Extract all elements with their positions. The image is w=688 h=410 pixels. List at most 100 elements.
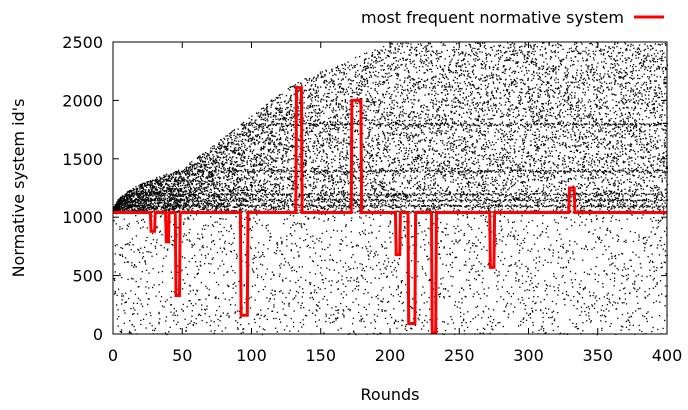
scatter-point	[121, 205, 123, 207]
scatter-point	[228, 242, 230, 244]
scatter-point	[285, 124, 288, 127]
scatter-point	[124, 199, 126, 202]
scatter-point	[253, 143, 256, 145]
scatter-point	[305, 89, 307, 92]
scatter-point	[172, 209, 174, 211]
scatter-point	[230, 243, 232, 246]
scatter-point	[299, 209, 301, 211]
scatter-point	[239, 317, 241, 319]
scatter-point	[120, 200, 122, 202]
scatter-point	[254, 171, 256, 173]
scatter-point	[275, 115, 277, 117]
scatter-point	[212, 145, 214, 147]
scatter-point	[227, 284, 229, 286]
scatter-point	[192, 174, 194, 176]
scatter-point	[252, 201, 254, 203]
scatter-point	[213, 321, 215, 323]
scatter-point	[152, 203, 154, 205]
scatter-point	[160, 191, 162, 194]
scatter-point	[184, 318, 186, 320]
scatter-point	[180, 198, 182, 200]
scatter-point	[245, 133, 247, 136]
scatter-point	[178, 171, 180, 173]
scatter-point	[292, 116, 294, 118]
scatter-point	[236, 198, 238, 200]
scatter-point	[237, 189, 239, 191]
scatter-point	[241, 192, 243, 194]
scatter-point	[265, 104, 268, 106]
scatter-point	[142, 256, 145, 258]
scatter-point	[260, 184, 262, 187]
scatter-point	[282, 125, 284, 128]
scatter-point	[204, 207, 206, 210]
scatter-point	[133, 188, 135, 190]
scatter-point	[127, 225, 129, 227]
scatter-point	[295, 281, 297, 284]
scatter-point	[293, 115, 296, 117]
scatter-point	[259, 115, 261, 117]
scatter-point	[227, 173, 229, 175]
scatter-point	[154, 182, 156, 185]
scatter-point	[264, 139, 267, 141]
scatter-point	[133, 313, 135, 315]
scatter-point	[310, 94, 312, 96]
scatter-point	[117, 309, 119, 311]
scatter-point	[233, 143, 235, 145]
scatter-point	[247, 129, 249, 131]
scatter-point	[239, 169, 241, 172]
scatter-point	[162, 188, 164, 190]
scatter-point	[254, 299, 256, 301]
scatter-point	[141, 206, 143, 208]
scatter-point	[262, 196, 264, 198]
scatter-point	[142, 191, 144, 193]
scatter-point	[217, 297, 220, 300]
scatter-point	[177, 169, 180, 171]
scatter-point	[200, 164, 203, 166]
scatter-point	[188, 293, 190, 295]
scatter-point	[263, 110, 265, 112]
scatter-point	[137, 210, 139, 212]
scatter-point	[131, 262, 133, 264]
scatter-point	[281, 198, 283, 200]
scatter-point	[128, 297, 130, 300]
scatter-point	[196, 205, 199, 207]
scatter-point	[311, 200, 313, 202]
scatter-point	[164, 332, 167, 334]
scatter-point	[165, 182, 167, 184]
scatter-point	[290, 170, 292, 172]
scatter-point	[159, 202, 161, 204]
scatter-point	[192, 305, 194, 307]
scatter-point	[305, 146, 307, 148]
scatter-point	[258, 219, 261, 221]
scatter-point	[178, 205, 180, 207]
scatter-point	[315, 99, 317, 101]
scatter-point	[209, 188, 212, 190]
scatter-point	[253, 149, 255, 151]
scatter-point	[179, 328, 182, 330]
scatter-point	[225, 148, 228, 150]
scatter-point	[144, 201, 146, 203]
scatter-point	[216, 155, 218, 157]
scatter-point	[151, 255, 153, 257]
scatter-point	[312, 106, 314, 108]
scatter-point	[180, 177, 182, 179]
scatter-point	[253, 209, 256, 211]
scatter-point	[171, 177, 173, 179]
scatter-point	[210, 147, 212, 149]
scatter-point	[202, 208, 204, 211]
scatter-point	[293, 121, 295, 123]
scatter-point	[199, 197, 202, 199]
scatter-point	[238, 198, 241, 200]
scatter-point	[152, 195, 154, 197]
scatter-point	[276, 244, 279, 246]
scatter-point	[209, 191, 211, 194]
scatter-point	[312, 240, 314, 242]
scatter-point	[170, 189, 172, 192]
scatter-point	[271, 103, 273, 105]
scatter-point	[149, 193, 151, 195]
scatter-point	[302, 288, 304, 290]
scatter-point	[245, 205, 247, 207]
scatter-point	[229, 142, 231, 144]
scatter-point	[217, 205, 219, 207]
scatter-point	[254, 189, 257, 191]
